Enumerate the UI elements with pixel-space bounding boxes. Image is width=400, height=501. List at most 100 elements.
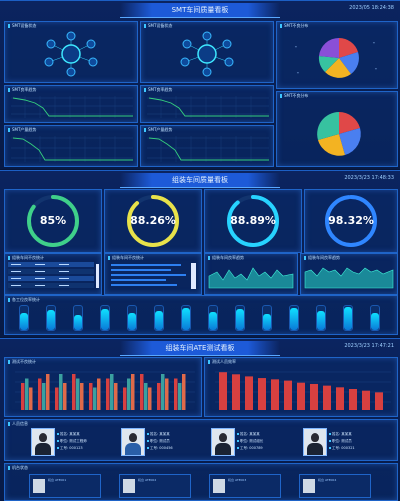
line-chart	[11, 136, 133, 162]
cylinder-chart	[5, 296, 397, 334]
person-info: 工号: 000456	[147, 446, 173, 451]
pie-chart: ━ ━ ━ ━	[294, 37, 377, 78]
panel-title: 组装车间不良统计	[8, 255, 44, 261]
ate-section-title: 组装车间ATE测试看板	[120, 341, 280, 356]
bar	[21, 383, 25, 410]
gauge-value: 98.32%	[328, 214, 374, 227]
panel-title: 组装车间不良统计	[108, 255, 144, 261]
panel-title: SMT良率趋势	[8, 87, 36, 93]
person-info: 姓名: 某某某	[147, 432, 170, 437]
assembly-section-title: 组装车间质量看板	[120, 173, 280, 188]
panel-title: SMT不良分布	[280, 93, 308, 99]
panel-title: SMT产量趋势	[8, 127, 36, 133]
line-chart	[147, 96, 269, 118]
smt-line-panel-1: SMT良率趋势	[4, 85, 138, 123]
device-network-icon	[180, 31, 234, 77]
people-panel: 人员信息 姓名: 某某某 职位: 测试工程师 工号: 000123 姓名: 某某…	[4, 419, 398, 461]
avatar	[31, 428, 55, 456]
ring-gauge	[227, 195, 279, 247]
person-info: 职位: 测试工程师	[57, 439, 87, 444]
smt-network-panel-2: SMT设备状态	[140, 21, 274, 83]
smt-network-panel-1: SMT设备状态	[4, 21, 138, 83]
bar	[25, 378, 29, 410]
bar	[97, 378, 101, 410]
smt-pie-panel-2: SMT不良分布	[276, 91, 398, 167]
smt-line-panel-4: SMT产量趋势	[140, 125, 274, 167]
area-chart	[208, 267, 294, 289]
assembly-section-time: 2023/3/23 17:48:33	[344, 175, 394, 181]
bar	[165, 378, 169, 410]
cylinder-fill	[74, 315, 82, 330]
panel-title: 测试不良统计	[8, 359, 36, 365]
bar	[375, 392, 383, 410]
bar	[157, 383, 161, 410]
cylinder-fill	[20, 312, 28, 330]
bar	[89, 383, 93, 410]
line-chart	[147, 136, 269, 162]
person-info: 工号: 000321	[329, 446, 355, 451]
bar	[245, 376, 253, 410]
bar	[110, 374, 114, 410]
panel-title: 测试人员效率	[208, 359, 236, 365]
machine-icon	[303, 479, 315, 493]
bar	[114, 383, 118, 410]
person-info: 工号: 000123	[57, 446, 83, 451]
smt-section-time: 2023/05 18:24:38	[349, 5, 394, 11]
machine-card[interactable]: 机台 ATE001	[29, 474, 101, 498]
bar	[258, 378, 266, 410]
gauge-panel-1: 85%	[4, 189, 102, 253]
cylinder-fill	[209, 311, 217, 330]
bar	[55, 387, 59, 410]
bar	[178, 383, 182, 410]
svg-text:━: ━	[374, 67, 377, 71]
smt-line-panel-2: SMT良率趋势	[140, 85, 274, 123]
defect-bar-panel: 测试不良统计	[4, 357, 202, 417]
defect-table	[8, 262, 99, 288]
bar	[127, 378, 131, 410]
cylinder-fill	[47, 309, 55, 330]
cylinder-fill	[371, 313, 379, 330]
device-network-icon	[44, 31, 98, 77]
bar	[42, 383, 46, 410]
person-info: 姓名: 某某某	[57, 432, 80, 437]
bar	[310, 383, 318, 410]
svg-text:━: ━	[296, 71, 299, 75]
machine-label: 机台 ATE004	[318, 478, 337, 482]
panel-title: 机台状态	[8, 465, 28, 471]
panel-title: 人员信息	[8, 421, 28, 427]
panel-title: SMT不良分布	[280, 23, 308, 29]
panel-title: 组装车间良率趋势	[208, 255, 244, 261]
bar-list	[111, 263, 196, 289]
person-info: 工号: 000789	[237, 446, 263, 451]
area-chart-panel-3: 组装车间良率趋势	[300, 253, 398, 295]
bar	[46, 374, 50, 410]
cylinder-fill	[236, 309, 244, 330]
bar	[123, 387, 127, 410]
bar	[232, 374, 240, 410]
svg-text:━: ━	[294, 45, 297, 49]
cylinder-fill	[263, 314, 271, 330]
bar	[219, 372, 227, 410]
person-info: 姓名: 某某某	[329, 432, 352, 437]
smt-section: SMT车间质量看板 2023/05 18:24:38 SMT设备状态 SMT设备…	[0, 0, 400, 169]
pie-chart	[317, 112, 361, 156]
bar	[144, 383, 148, 410]
bar	[174, 378, 178, 410]
avatar	[211, 428, 235, 456]
machine-card[interactable]: 机台 ATE002	[119, 474, 191, 498]
machine-card[interactable]: 机台 ATE004	[299, 474, 371, 498]
machine-card[interactable]: 机台 ATE003	[209, 474, 281, 498]
bar	[362, 390, 370, 410]
smt-pie-panel-1: SMT不良分布 ━ ━ ━ ━	[276, 21, 398, 89]
gauge-panel-4: 98.32%	[304, 189, 398, 253]
panel-title: 组装车间良率趋势	[304, 255, 340, 261]
bar	[323, 385, 331, 410]
defect-table-panel: 组装车间不良统计	[4, 253, 102, 295]
grouped-bar-chart	[15, 371, 195, 410]
bar	[59, 374, 63, 410]
gauge-value: 88.89%	[230, 214, 276, 227]
smt-line-panel-3: SMT产量趋势	[4, 125, 138, 167]
bar	[336, 387, 344, 410]
bar	[131, 374, 135, 410]
panel-title: SMT产量趋势	[144, 127, 172, 133]
